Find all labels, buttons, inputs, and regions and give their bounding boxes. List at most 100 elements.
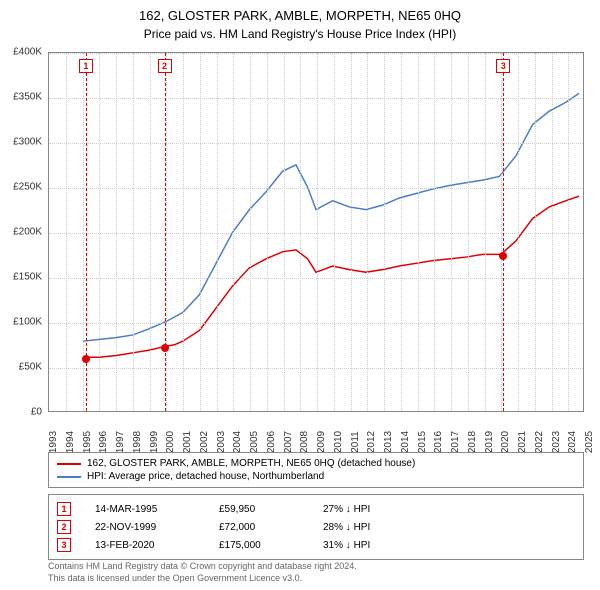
gridline-v — [418, 53, 419, 411]
transaction-row: 3 13-FEB-2020 £175,000 31% ↓ HPI — [57, 536, 575, 554]
transaction-marker-line — [503, 53, 504, 411]
transaction-price: £72,000 — [219, 522, 299, 533]
x-tick-label: 2024 — [567, 431, 578, 453]
x-tick-label: 2005 — [249, 431, 260, 453]
gridline-v — [217, 53, 218, 411]
transaction-marker-badge: 3 — [496, 59, 510, 73]
x-axis-labels: 1993199419951996199719981999200020012002… — [48, 414, 584, 448]
y-axis-labels: £0£50K£100K£150K£200K£250K£300K£350K£400… — [0, 52, 46, 412]
transaction-marker-line — [165, 53, 166, 411]
gridline-v — [535, 53, 536, 411]
y-tick-label: £100K — [13, 317, 42, 328]
legend-label: 162, GLOSTER PARK, AMBLE, MORPETH, NE65 … — [87, 458, 415, 469]
transaction-row: 1 14-MAR-1995 £59,950 27% ↓ HPI — [57, 500, 575, 518]
x-tick-label: 2002 — [199, 431, 210, 453]
transaction-badge: 2 — [57, 520, 71, 534]
transaction-point — [161, 344, 169, 352]
transaction-date: 14-MAR-1995 — [95, 504, 195, 515]
gridline-v — [166, 53, 167, 411]
gridline-v — [384, 53, 385, 411]
gridline-v — [150, 53, 151, 411]
transaction-point — [82, 355, 90, 363]
x-tick-label: 2001 — [182, 431, 193, 453]
gridline-v — [99, 53, 100, 411]
legend-swatch — [57, 463, 81, 465]
transaction-price: £59,950 — [219, 504, 299, 515]
transaction-delta: 31% ↓ HPI — [323, 540, 370, 551]
y-tick-label: £350K — [13, 92, 42, 103]
x-tick-label: 2013 — [383, 431, 394, 453]
series-hpi — [83, 93, 579, 341]
x-tick-label: 1998 — [132, 431, 143, 453]
y-tick-label: £0 — [31, 407, 42, 418]
x-tick-label: 1999 — [149, 431, 160, 453]
gridline-v — [468, 53, 469, 411]
x-tick-label: 1994 — [65, 431, 76, 453]
gridline-v — [518, 53, 519, 411]
x-tick-label: 2003 — [216, 431, 227, 453]
x-tick-label: 2006 — [266, 431, 277, 453]
footer: Contains HM Land Registry data © Crown c… — [48, 561, 584, 584]
y-tick-label: £150K — [13, 272, 42, 283]
chart-title: 162, GLOSTER PARK, AMBLE, MORPETH, NE65 … — [0, 0, 600, 23]
transaction-delta: 28% ↓ HPI — [323, 522, 370, 533]
chart-subtitle: Price paid vs. HM Land Registry's House … — [0, 23, 600, 41]
x-tick-label: 2010 — [333, 431, 344, 453]
legend-swatch — [57, 476, 81, 478]
gridline-v — [367, 53, 368, 411]
footer-line: This data is licensed under the Open Gov… — [48, 573, 584, 585]
x-tick-label: 2020 — [500, 431, 511, 453]
legend: 162, GLOSTER PARK, AMBLE, MORPETH, NE65 … — [48, 452, 584, 488]
gridline-v — [552, 53, 553, 411]
gridline-v — [233, 53, 234, 411]
transaction-row: 222-NOV-1999£72,00028% ↓ HPI — [57, 518, 575, 536]
transaction-delta: 27% ↓ HPI — [323, 504, 370, 515]
footer-line: Contains HM Land Registry data © Crown c… — [48, 561, 584, 573]
gridline-v — [485, 53, 486, 411]
transaction-price: £175,000 — [219, 540, 299, 551]
gridline-v — [183, 53, 184, 411]
x-tick-label: 2014 — [400, 431, 411, 453]
transaction-marker-badge: 2 — [158, 59, 172, 73]
transaction-date: 13-FEB-2020 — [95, 540, 195, 551]
transaction-point — [499, 252, 507, 260]
x-tick-label: 1996 — [98, 431, 109, 453]
gridline-v — [300, 53, 301, 411]
x-tick-label: 2018 — [467, 431, 478, 453]
gridline-v — [66, 53, 67, 411]
gridline-v — [501, 53, 502, 411]
gridline-v — [568, 53, 569, 411]
x-tick-label: 2004 — [232, 431, 243, 453]
x-tick-label: 2015 — [417, 431, 428, 453]
x-tick-label: 2009 — [316, 431, 327, 453]
gridline-v — [284, 53, 285, 411]
transaction-badge: 1 — [57, 502, 71, 516]
y-tick-label: £300K — [13, 137, 42, 148]
transactions-table: 114-MAR-1995£59,95027% ↓ HPI222-NOV-1999… — [48, 494, 584, 560]
gridline-v — [133, 53, 134, 411]
gridline-v — [451, 53, 452, 411]
y-tick-label: £400K — [13, 47, 42, 58]
x-tick-label: 2016 — [433, 431, 444, 453]
gridline-v — [401, 53, 402, 411]
x-tick-label: 2011 — [350, 431, 361, 453]
transaction-badge: 3 — [57, 538, 71, 552]
x-tick-label: 2021 — [517, 431, 528, 453]
x-tick-label: 2000 — [165, 431, 176, 453]
gridline-v — [200, 53, 201, 411]
legend-item: 162, GLOSTER PARK, AMBLE, MORPETH, NE65 … — [57, 457, 575, 470]
chart-container: 162, GLOSTER PARK, AMBLE, MORPETH, NE65 … — [0, 0, 600, 590]
x-tick-label: 2017 — [450, 431, 461, 453]
x-tick-label: 1997 — [115, 431, 126, 453]
plot-area: 1 2 3 — [48, 52, 584, 412]
legend-item: HPI: Average price, detached house, Nort… — [57, 470, 575, 483]
gridline-v — [116, 53, 117, 411]
series-price_paid — [86, 196, 579, 357]
x-tick-label: 2023 — [551, 431, 562, 453]
gridline-v — [351, 53, 352, 411]
x-tick-label: 2012 — [366, 431, 377, 453]
transaction-marker-badge: 1 — [79, 59, 93, 73]
x-tick-label: 1993 — [48, 431, 59, 453]
gridline-v — [250, 53, 251, 411]
x-tick-label: 2008 — [299, 431, 310, 453]
